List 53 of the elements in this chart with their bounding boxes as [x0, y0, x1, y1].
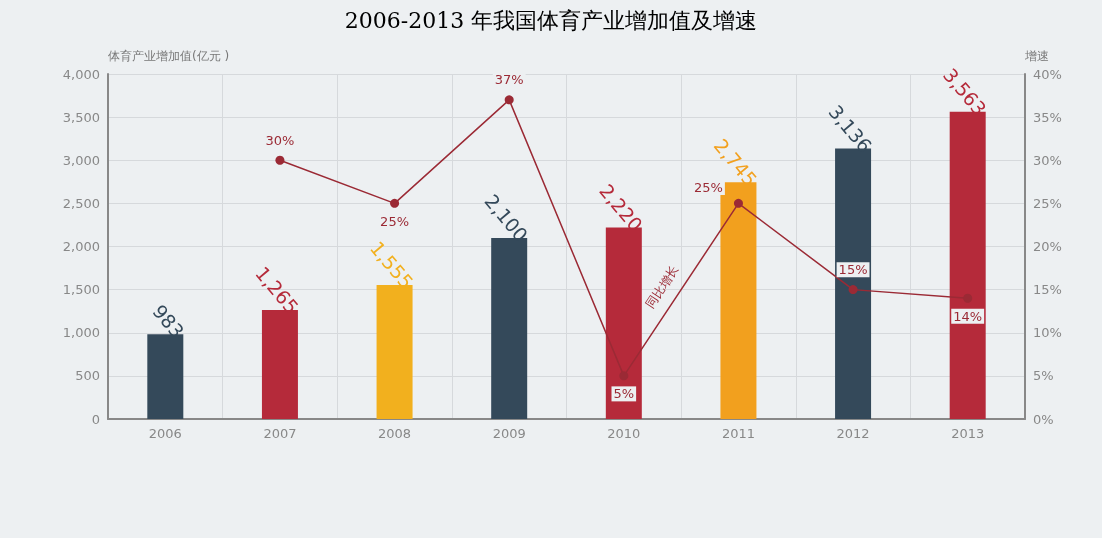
text: 同比增长 — [643, 263, 682, 311]
y2-tick-label: 20% — [1033, 239, 1062, 254]
y2-tick-label: 5% — [1033, 368, 1054, 384]
y-axis-title: 体育产业增加值(亿元 ) — [108, 49, 230, 63]
x-tick-label: 2009 — [492, 426, 526, 441]
bar — [491, 237, 528, 419]
y2-tick-label: 0% — [1033, 411, 1054, 427]
data-label: 983 — [148, 300, 189, 343]
x-tick-label: 2008 — [378, 426, 412, 441]
point — [848, 285, 858, 295]
y2-tick-label: 40% — [1033, 66, 1062, 82]
y-tick-label: 3,000 — [62, 152, 100, 168]
point — [390, 198, 400, 208]
y-tick-label: 2,500 — [62, 195, 100, 211]
x-tick-label: 2007 — [263, 426, 297, 441]
y2-axis-title: 增速 — [1024, 49, 1049, 63]
data-label: 25% — [693, 179, 723, 195]
bar — [376, 284, 413, 419]
bar — [605, 227, 642, 419]
data-label: 37% — [494, 72, 524, 88]
bar — [949, 111, 986, 419]
y2-tick-label: 25% — [1033, 195, 1062, 211]
y-tick-label: 3,500 — [62, 109, 100, 125]
y-tick-label: 2,000 — [62, 239, 100, 254]
y-tick-label: 1,000 — [62, 325, 100, 341]
point — [275, 155, 285, 165]
point — [619, 371, 629, 381]
y2-tick-label: 15% — [1033, 282, 1062, 298]
x-tick-label: 2010 — [607, 426, 641, 441]
y-tick-label: 1,500 — [62, 282, 100, 298]
data-label: 15% — [838, 262, 868, 278]
chart-title: 2006-2013 年我国体育产业增加值及增速 — [344, 7, 758, 33]
y-tick-label: 0 — [91, 411, 100, 427]
bar — [720, 182, 757, 419]
y2-tick-label: 30% — [1033, 152, 1062, 168]
data-label: 5% — [613, 386, 635, 402]
y2-tick-label: 35% — [1033, 109, 1062, 125]
data-label: 25% — [380, 213, 410, 229]
x-tick-label: 2012 — [836, 426, 870, 441]
bar — [261, 309, 298, 419]
x-tick-label: 2006 — [148, 426, 182, 441]
point — [963, 293, 973, 303]
bar — [835, 148, 872, 419]
bar — [147, 334, 184, 419]
data-label: 30% — [265, 132, 295, 148]
point — [504, 95, 514, 105]
x-tick-label: 2011 — [721, 426, 755, 441]
y-tick-label: 4,000 — [62, 66, 100, 82]
data-label: 14% — [953, 308, 983, 324]
y2-tick-label: 10% — [1033, 325, 1062, 341]
x-tick-label: 2013 — [951, 426, 985, 441]
point — [733, 198, 743, 208]
y-tick-label: 500 — [75, 368, 100, 384]
